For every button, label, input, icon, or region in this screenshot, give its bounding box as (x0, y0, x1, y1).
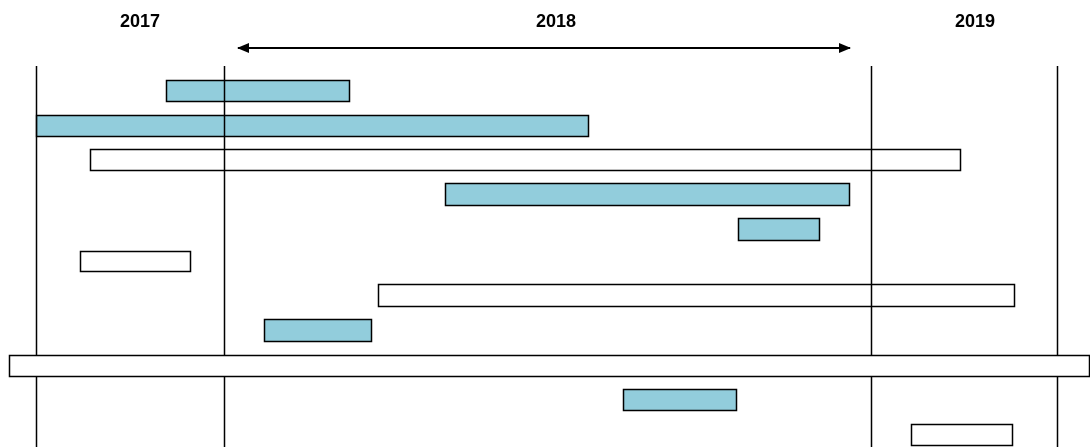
bar (377, 283, 1016, 308)
bar (165, 79, 351, 103)
bar (263, 318, 373, 343)
bar (89, 148, 962, 172)
year-label: 2019 (955, 11, 995, 31)
bar (622, 388, 738, 412)
bar (8, 354, 1090, 378)
bar (79, 250, 192, 273)
bar (737, 217, 821, 242)
year-label: 2017 (120, 11, 160, 31)
bar (910, 423, 1014, 447)
year-label: 2018 (536, 11, 576, 31)
bar (35, 114, 590, 138)
bar (444, 182, 851, 207)
